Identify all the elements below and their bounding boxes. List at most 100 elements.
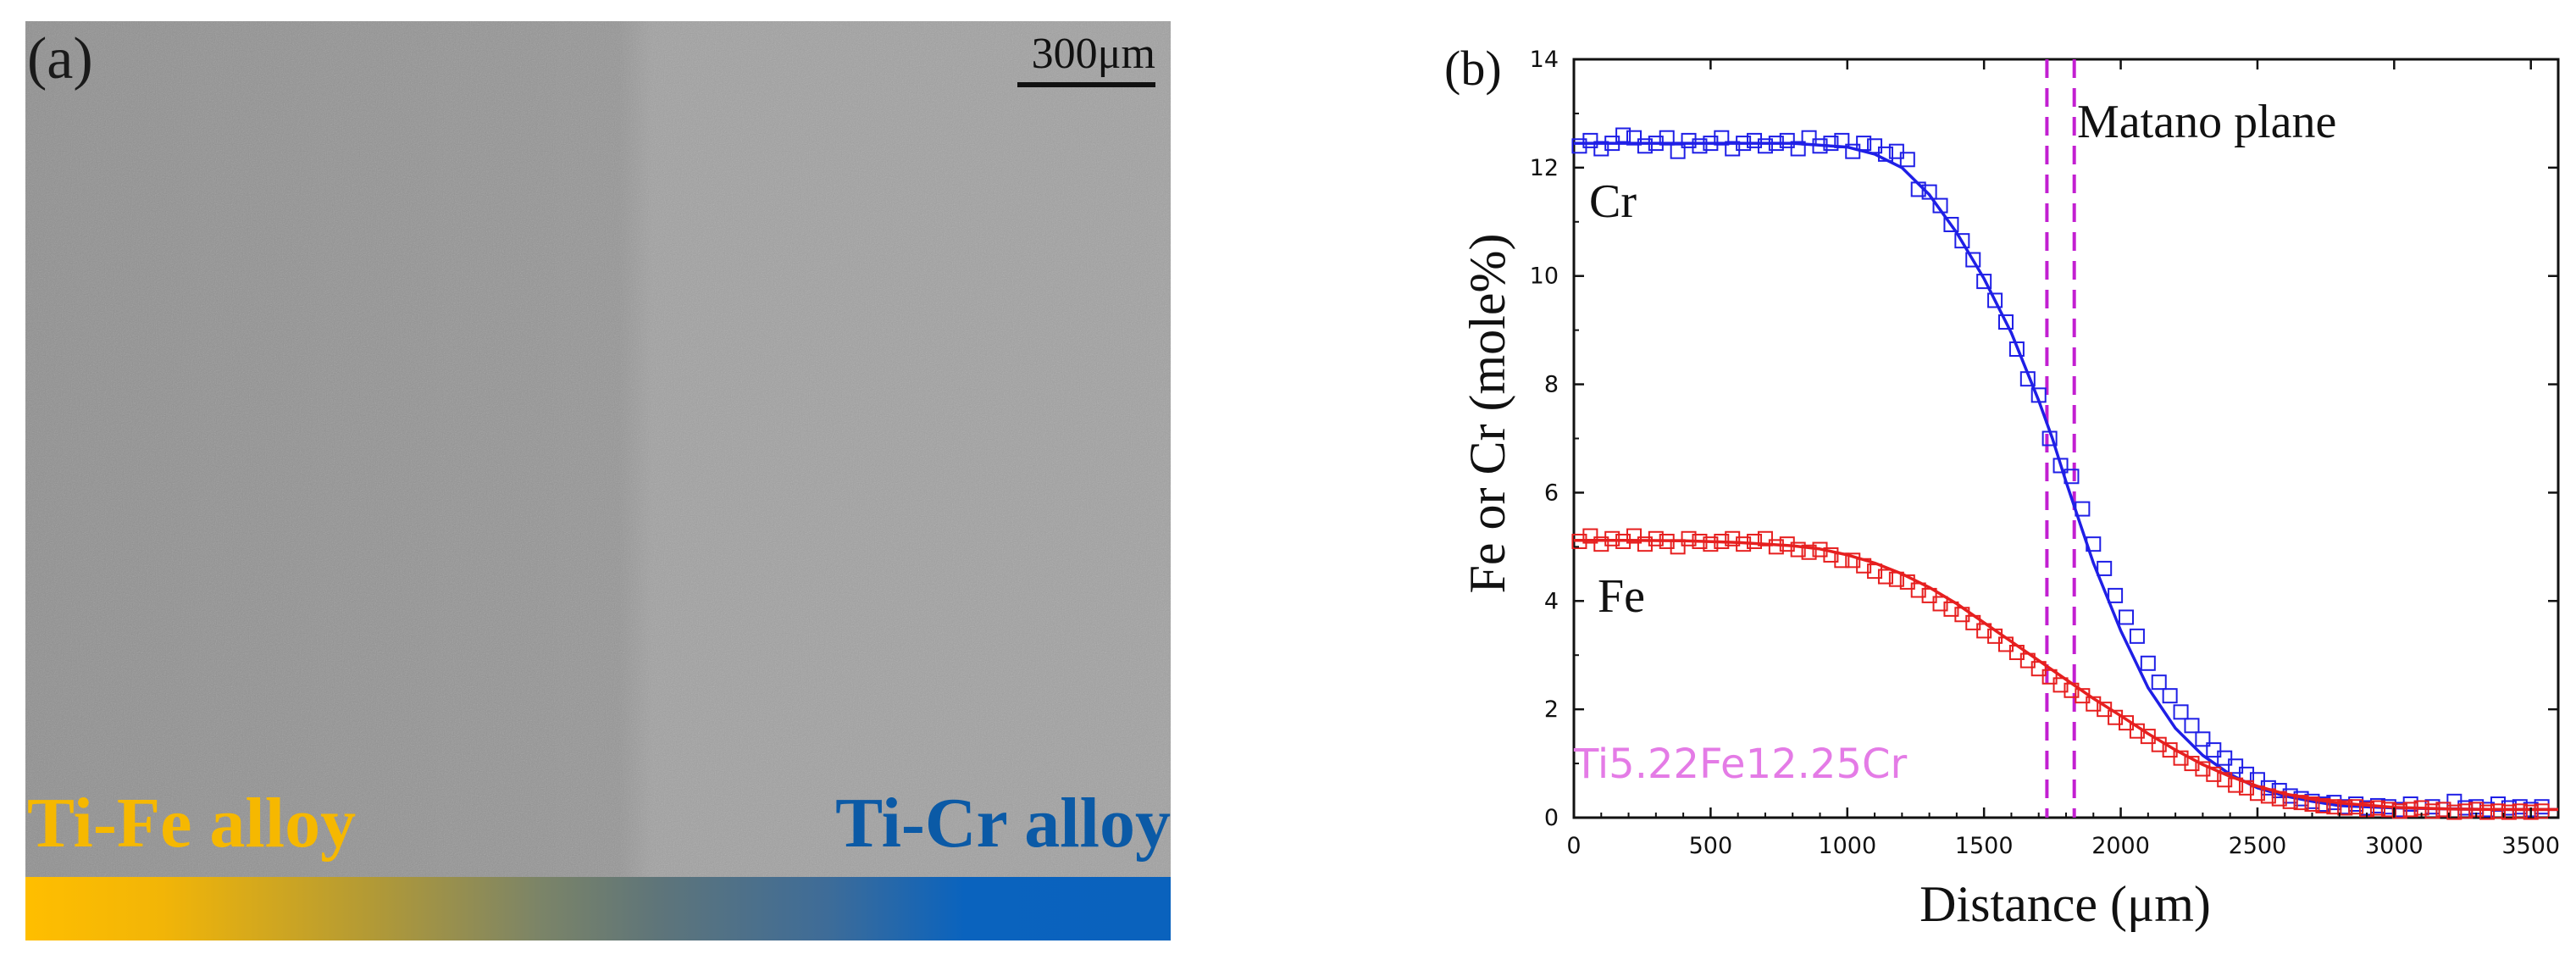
y-tick-label: 14 — [1530, 47, 1559, 73]
fe-data-point — [1768, 539, 1784, 555]
composition-gradient-band — [25, 877, 1171, 940]
micrograph-panel: (a) 300μm Ti-Fe alloy Ti-Cr alloy — [25, 21, 1171, 940]
fe-data-point — [1943, 601, 1959, 617]
y-axis-title: Fe or Cr (mole%) — [1460, 234, 1515, 594]
fe-data-point — [1823, 547, 1839, 563]
x-tick-label: 1000 — [1818, 833, 1876, 859]
matano-plane-label: Matano plane — [2077, 96, 2336, 148]
cr-data-point — [1888, 143, 1904, 159]
fe-data-point — [2337, 800, 2353, 816]
cr-data-point — [2052, 458, 2069, 474]
cr-data-point — [1921, 184, 1937, 200]
fe-data-point — [1681, 530, 1697, 547]
fe-data-point — [1593, 536, 1609, 552]
y-tick-label: 8 — [1544, 372, 1559, 398]
fe-data-point — [2512, 803, 2528, 819]
x-tick-label: 2000 — [2091, 833, 2150, 859]
fe-data-point — [2501, 804, 2517, 820]
cr-data-point — [2173, 704, 2189, 720]
cr-data-point — [2129, 628, 2145, 644]
cr-data-point — [1976, 274, 1992, 290]
ti-cr-alloy-label: Ti-Cr alloy — [835, 784, 1171, 863]
scale-bar — [1017, 82, 1155, 87]
fe-data-point — [1648, 530, 1664, 547]
scale-bar-label: 300μm — [1031, 30, 1155, 78]
fe-data-point — [1582, 528, 1598, 544]
cr-data-point — [1997, 314, 2014, 330]
fe-data-point — [1877, 569, 1893, 585]
y-axis-ticks: 0 2 4 6 8 10 12 14 — [1530, 47, 2558, 831]
cr-data-point — [1965, 252, 1981, 268]
panel-b-label: (b) — [1444, 41, 1502, 96]
fe-data-point — [2315, 797, 2331, 813]
x-tick-label: 3000 — [2365, 833, 2424, 859]
fe-data-point — [1626, 528, 1643, 544]
panel-a-label: (a) — [27, 26, 93, 92]
y-tick-label: 4 — [1544, 588, 1559, 614]
fe-data-point — [2041, 669, 2058, 685]
cr-data-point — [1637, 138, 1653, 154]
alloy-composition-label: Ti5.22Fe12.25Cr — [1573, 741, 1908, 788]
cr-series — [1571, 127, 2558, 818]
cr-data-point — [2151, 674, 2167, 691]
fe-data-point — [2304, 796, 2320, 813]
cr-data-point — [1582, 132, 1598, 148]
fe-data-point — [1932, 596, 1948, 612]
fe-data-point — [2446, 804, 2462, 820]
x-tick-label: 3500 — [2501, 833, 2560, 859]
y-tick-label: 0 — [1544, 805, 1559, 831]
cr-data-point — [2206, 742, 2222, 758]
cr-data-point — [1747, 132, 1763, 148]
fe-fit-line — [1574, 538, 2558, 812]
fe-data-point — [2380, 802, 2396, 818]
ti-fe-alloy-label: Ti-Fe alloy — [27, 784, 357, 863]
cr-data-point — [1757, 138, 1773, 154]
fe-data-point — [2523, 804, 2539, 820]
x-tick-label: 1500 — [1955, 833, 2014, 859]
cr-data-point — [1692, 138, 1708, 154]
y-tick-label: 6 — [1544, 480, 1559, 506]
diffusion-profile-chart: 0 500 1000 1500 2000 2500 3000 3500 0 2 4 6 8 10 12 14… — [1460, 47, 2560, 932]
cr-data-point — [1681, 132, 1697, 148]
cr-fit-line — [1574, 141, 2558, 812]
cr-data-point — [2140, 655, 2156, 671]
cr-data-point — [2008, 341, 2025, 358]
plot-frame — [1572, 58, 2560, 819]
fe-data-point — [1747, 533, 1763, 549]
fe-data-point — [2348, 799, 2364, 815]
fe-data-point — [1604, 530, 1620, 547]
fe-data-point — [1725, 530, 1741, 547]
cr-data-point — [2119, 609, 2135, 625]
fe-data-point — [1637, 536, 1653, 552]
cr-data-point — [2195, 731, 2211, 747]
cr-data-point — [2097, 560, 2113, 576]
cr-data-point — [1954, 233, 1970, 249]
x-tick-label: 2500 — [2229, 833, 2287, 859]
fe-data-point — [2424, 803, 2440, 819]
cr-data-point — [1790, 141, 1806, 157]
fe-series-label: Fe — [1598, 570, 1645, 623]
fe-data-point — [2534, 803, 2550, 819]
fe-data-point — [2052, 677, 2069, 693]
micrograph-texture — [25, 21, 1171, 940]
y-tick-label: 10 — [1530, 264, 1559, 290]
cr-data-point — [1571, 138, 1587, 154]
cr-data-point — [2162, 688, 2178, 704]
cr-data-point — [2108, 587, 2124, 603]
cr-data-point — [2217, 750, 2233, 766]
fe-data-point — [2479, 804, 2496, 820]
fe-data-point — [2457, 803, 2474, 819]
cr-data-point — [1899, 152, 1915, 168]
x-axis-title: Distance (μm) — [1920, 876, 2211, 932]
cr-data-point — [1943, 216, 1959, 232]
fe-data-point — [2391, 803, 2407, 819]
ti-fe-region — [25, 21, 618, 940]
ti-cr-region — [618, 21, 1171, 940]
y-tick-label: 2 — [1544, 696, 1559, 723]
fe-data-point — [2490, 803, 2506, 819]
fe-data-point — [2206, 766, 2222, 782]
plot-area — [1571, 58, 2560, 820]
fe-data-point — [1703, 536, 1719, 552]
cr-data-point — [1823, 136, 1839, 152]
cr-series-label: Cr — [1589, 175, 1637, 228]
